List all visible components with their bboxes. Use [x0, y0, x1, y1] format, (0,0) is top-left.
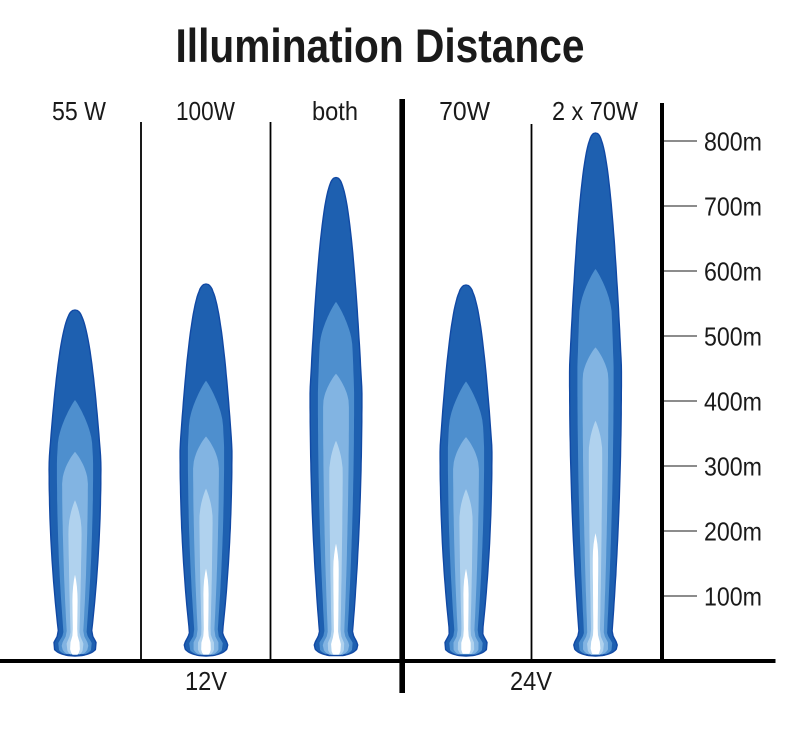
svg-text:24V: 24V: [510, 666, 553, 696]
svg-text:700m: 700m: [704, 192, 762, 222]
svg-text:12V: 12V: [185, 666, 228, 696]
svg-text:70W: 70W: [439, 96, 490, 126]
svg-text:100m: 100m: [704, 582, 762, 612]
svg-text:55 W: 55 W: [52, 96, 106, 126]
svg-text:200m: 200m: [704, 517, 762, 547]
svg-text:500m: 500m: [704, 322, 762, 352]
svg-text:2 x 70W: 2 x 70W: [552, 96, 638, 126]
svg-text:800m: 800m: [704, 127, 762, 157]
svg-text:Illumination Distance: Illumination Distance: [176, 19, 585, 72]
svg-text:400m: 400m: [704, 387, 762, 417]
svg-text:100W: 100W: [176, 96, 235, 126]
svg-text:both: both: [312, 96, 358, 126]
svg-text:300m: 300m: [704, 452, 762, 482]
svg-text:600m: 600m: [704, 257, 762, 287]
